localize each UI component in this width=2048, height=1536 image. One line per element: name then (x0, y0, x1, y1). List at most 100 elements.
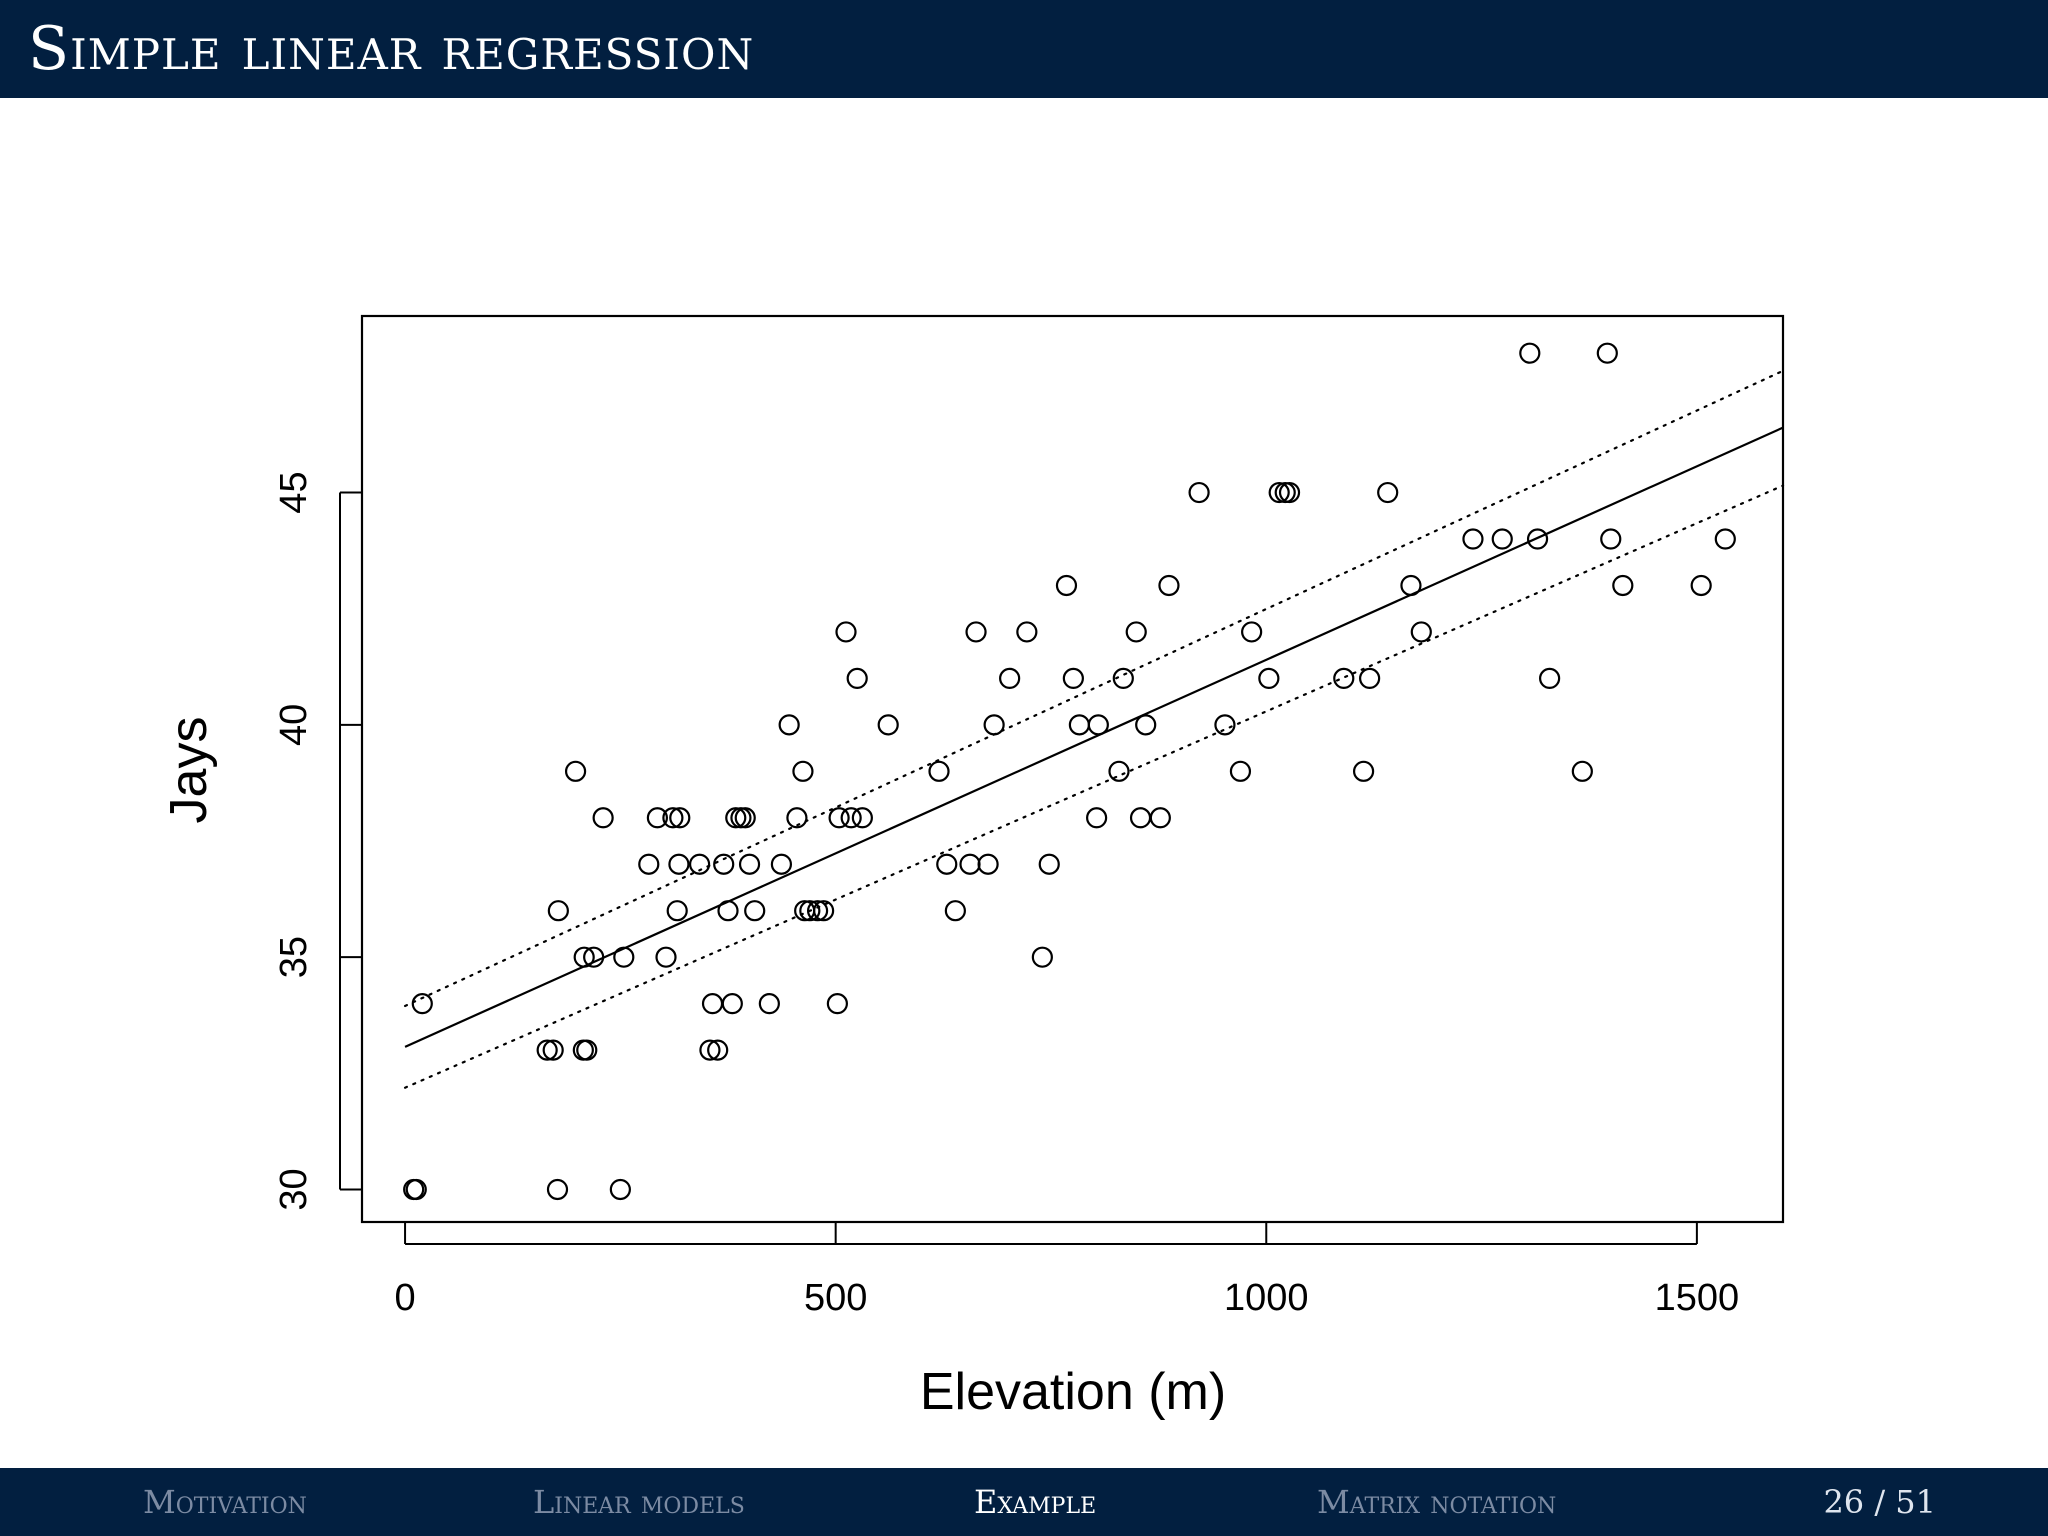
data-point (405, 1178, 427, 1201)
data-point (1539, 667, 1561, 690)
data-point (786, 807, 808, 829)
page-current: 26 (1823, 1483, 1865, 1521)
data-point (546, 1178, 569, 1201)
data-point (826, 993, 848, 1015)
data-point (542, 1039, 564, 1061)
data-point (828, 807, 850, 829)
data-point (959, 853, 981, 875)
y-tick-label: 40 (273, 704, 315, 746)
plot-frame (360, 314, 1785, 1224)
data-point (758, 993, 780, 1015)
data-point (835, 621, 857, 643)
data-point (999, 667, 1021, 690)
data-point (536, 1039, 558, 1061)
data-point (411, 993, 433, 1015)
nav-section-matrix-notation[interactable]: Matrix notation (1317, 1483, 1557, 1521)
data-points (403, 342, 1736, 1201)
data-point (1112, 667, 1134, 690)
data-point (1491, 528, 1513, 550)
data-point (1714, 528, 1736, 550)
data-point (662, 807, 684, 829)
regression-line (404, 426, 1784, 1048)
data-point (1062, 667, 1084, 690)
data-point (813, 900, 835, 922)
data-point (1526, 528, 1549, 550)
x-tick-label: 1000 (1224, 1277, 1309, 1319)
data-point (936, 853, 958, 875)
data-point (792, 760, 814, 782)
nav-section-motivation[interactable]: Motivation (143, 1483, 307, 1521)
data-point (770, 853, 793, 875)
data-point (1352, 760, 1375, 782)
data-point (707, 1039, 729, 1061)
data-point (713, 853, 735, 875)
y-axis-label: Jays (160, 717, 218, 824)
data-point (965, 621, 987, 643)
y-tick-label: 35 (273, 936, 315, 978)
data-point (646, 807, 668, 829)
data-point (609, 1178, 631, 1201)
y-axis: 30 35 40 45 (273, 471, 362, 1211)
ci-upper-line (403, 369, 1785, 1008)
x-axis: 0 500 1000 1500 (394, 1222, 1739, 1319)
data-point (1055, 574, 1078, 597)
data-point (1690, 574, 1712, 597)
data-point (699, 1039, 721, 1061)
data-point (1188, 481, 1210, 504)
y-tick-label: 45 (273, 471, 315, 513)
nav-section-linear-models[interactable]: Linear models (533, 1483, 745, 1521)
data-point (668, 853, 690, 875)
data-point (669, 807, 691, 829)
x-axis-label: Elevation (m) (920, 1363, 1226, 1421)
x-tick-label: 1500 (1655, 1277, 1740, 1319)
data-point (1086, 807, 1108, 829)
data-point (725, 807, 747, 829)
data-point (666, 900, 688, 922)
data-point (717, 900, 739, 922)
data-point (701, 993, 724, 1015)
data-point (877, 714, 899, 736)
data-point (573, 946, 595, 968)
slide-footer: Motivation Linear models Example Matrix … (0, 1468, 2048, 1536)
page-counter: 26 / 51 (1823, 1468, 1936, 1536)
data-point (613, 946, 635, 968)
slide-header: Simple linear regression (0, 0, 2048, 98)
slide-title: Simple linear regression (28, 14, 755, 84)
data-point (1149, 807, 1171, 829)
data-point (1268, 481, 1290, 504)
data-point (1016, 621, 1038, 643)
data-point (851, 807, 873, 829)
data-point (1400, 574, 1422, 597)
data-point (1241, 621, 1263, 643)
data-point (547, 900, 569, 922)
data-point (1108, 760, 1130, 782)
data-point (806, 900, 829, 922)
data-point (738, 853, 761, 875)
data-point (1129, 807, 1152, 829)
page-separator: / (1874, 1483, 1886, 1521)
data-point (1158, 574, 1180, 597)
data-point (721, 993, 743, 1015)
data-point (983, 714, 1005, 736)
data-point (1596, 342, 1618, 364)
data-point (1600, 528, 1622, 550)
data-point (688, 853, 711, 875)
data-point (1410, 621, 1432, 643)
data-point (977, 853, 999, 875)
data-point (1214, 714, 1236, 736)
data-point (1519, 342, 1541, 364)
regression-lines (403, 369, 1785, 1089)
y-tick-label: 30 (273, 1168, 315, 1210)
data-point (564, 760, 587, 782)
data-point (1333, 667, 1355, 690)
data-point (1031, 946, 1053, 968)
data-point (744, 900, 766, 922)
nav-section-example[interactable]: Example (974, 1483, 1097, 1521)
data-point (1377, 481, 1399, 504)
data-point (1038, 853, 1060, 875)
data-point (1068, 714, 1090, 736)
data-point (1125, 621, 1147, 643)
data-point (1087, 714, 1109, 736)
page-total: 51 (1895, 1483, 1936, 1521)
x-tick-label: 500 (804, 1277, 867, 1319)
